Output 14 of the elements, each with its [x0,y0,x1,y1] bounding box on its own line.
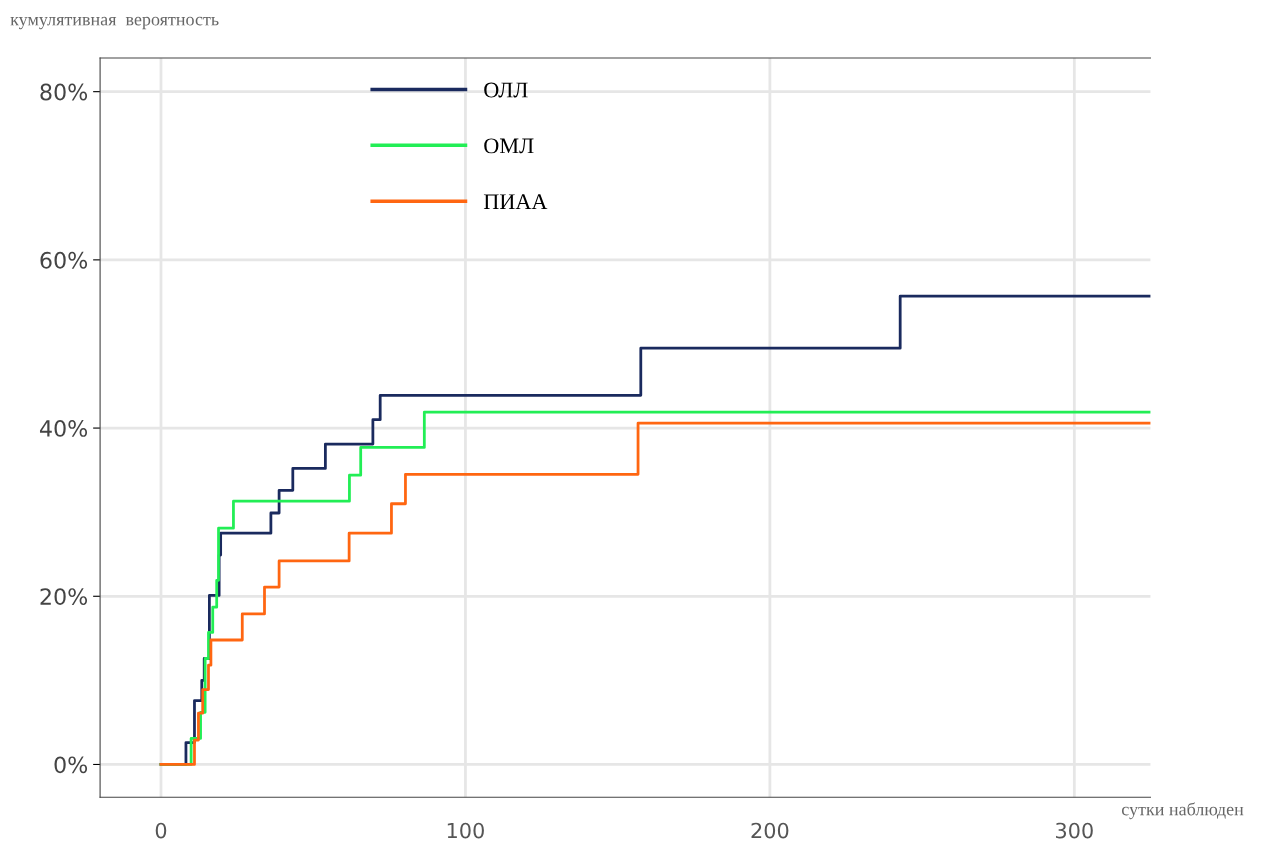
y-tick-label: 20% [40,588,88,606]
x-tick-label: 100 [447,822,484,839]
legend-label: ПИАА [483,194,548,209]
x-tick-label: 300 [1056,822,1093,839]
x-tick-label: 0 [155,822,167,839]
legend-label: ОЛЛ [484,82,528,98]
x-axis-title: сутки наблюден [1121,802,1244,820]
y-tick-label: 0% [54,756,88,774]
x-tick-label: 200 [751,822,789,839]
y-tick-label: 60% [40,251,88,269]
chart-title: кумулятивная вероятность [10,16,219,30]
y-tick-label: 40% [39,420,88,437]
legend-label: ОМЛ [484,138,534,154]
y-tick-label: 80% [40,83,88,101]
